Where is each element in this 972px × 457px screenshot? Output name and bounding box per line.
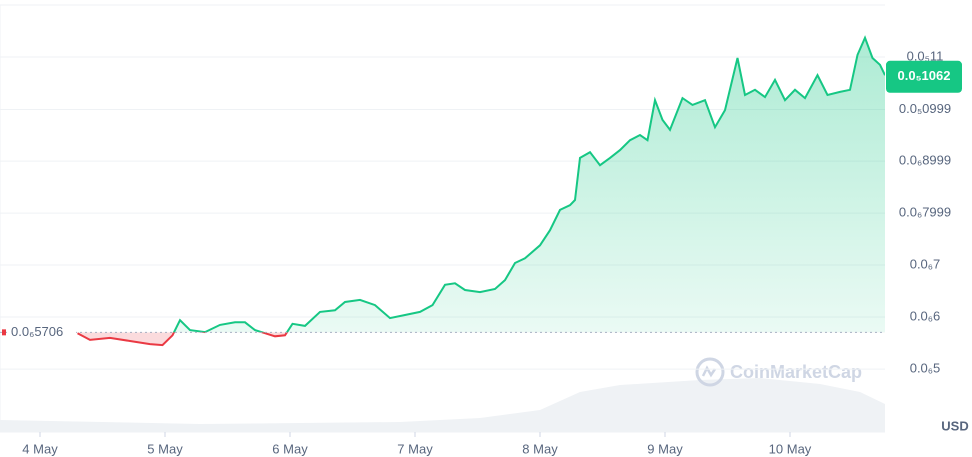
x-tick-label: 6 May	[272, 441, 308, 456]
x-tick-label: 7 May	[397, 441, 433, 456]
x-tick-label: 10 May	[769, 441, 812, 456]
price-line	[77, 35, 885, 333]
baseline-label: 0.0₆5706	[11, 324, 63, 339]
x-tick-label: 4 May	[22, 441, 58, 456]
x-tick-label: 9 May	[647, 441, 683, 456]
watermark-logo	[695, 357, 725, 387]
area-fill	[173, 37, 885, 333]
baseline-label-bg	[8, 323, 76, 342]
currency-label: USD	[941, 418, 968, 433]
x-tick-label: 5 May	[147, 441, 183, 456]
volume-area	[0, 378, 885, 432]
watermark: CoinMarketCap	[730, 362, 862, 382]
y-tick-label: 0.0₆6	[910, 308, 941, 323]
y-tick-label: 0.0₅11	[907, 48, 944, 63]
y-tick-label: 0.0₆5	[910, 361, 941, 376]
x-tick-label: 8 May	[522, 441, 558, 456]
y-tick-label: 0.0₆7	[910, 256, 941, 271]
area-fill-below	[77, 332, 287, 346]
y-tick-label: 0.0₆7999	[899, 205, 951, 220]
current-price-label: 0.0₅1062	[898, 68, 951, 83]
current-price-tag	[886, 60, 962, 93]
y-tick-label: 0.0₅0999	[899, 101, 951, 116]
y-tick-label: 0.0₆8999	[899, 153, 951, 168]
baseline-marker	[2, 329, 6, 336]
